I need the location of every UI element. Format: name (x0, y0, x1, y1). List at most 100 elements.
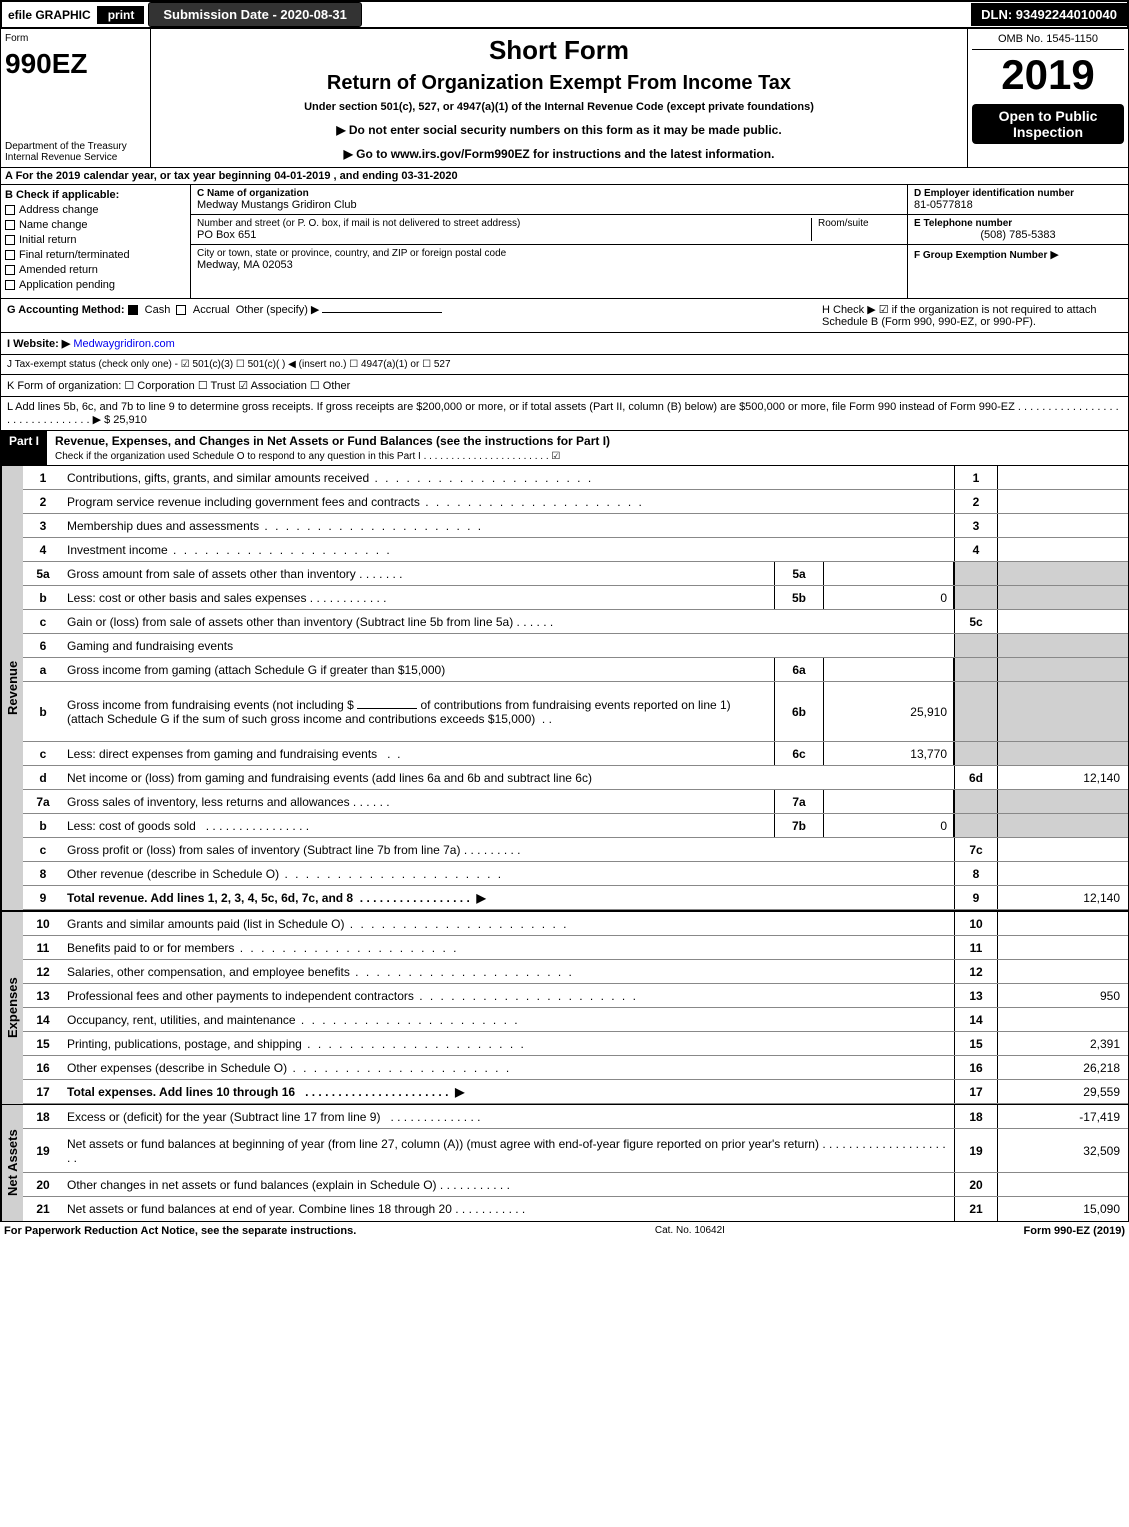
l18-desc: Excess or (deficit) for the year (Subtra… (63, 1107, 954, 1127)
line-7b: b Less: cost of goods sold . . . . . . .… (23, 814, 1128, 838)
l18-box: 18 (954, 1105, 998, 1128)
line-5b: b Less: cost or other basis and sales ex… (23, 586, 1128, 610)
l20-val (998, 1173, 1128, 1196)
check-address-label: Address change (19, 204, 99, 216)
website-link[interactable]: Medwaygridiron.com (73, 338, 174, 350)
l6a-num: a (23, 660, 63, 680)
org-name-cell: C Name of organization Medway Mustangs G… (191, 185, 907, 215)
l2-val (998, 490, 1128, 513)
line-5c: c Gain or (loss) from sale of assets oth… (23, 610, 1128, 634)
part1-check-line: Check if the organization used Schedule … (55, 451, 560, 462)
c-label: C Name of organization (197, 188, 901, 199)
box-g: G Accounting Method: Cash Accrual Other … (7, 303, 822, 328)
netassets-content: 18 Excess or (deficit) for the year (Sub… (23, 1105, 1128, 1221)
box-b: B Check if applicable: Address change Na… (1, 185, 191, 298)
l6b-desc: Gross income from fundraising events (no… (63, 695, 774, 729)
check-initial-return[interactable]: Initial return (5, 234, 186, 246)
box-l: L Add lines 5b, 6c, and 7b to line 9 to … (1, 397, 1128, 431)
l6b-shade-val (998, 682, 1128, 741)
l9-num: 9 (23, 888, 63, 908)
f-arrow: ▶ (1050, 249, 1058, 261)
l1-num: 1 (23, 468, 63, 488)
check-amended-return[interactable]: Amended return (5, 264, 186, 276)
l14-num: 14 (23, 1010, 63, 1030)
l6b-sub: 6b (774, 682, 824, 741)
line-12: 12 Salaries, other compensation, and emp… (23, 960, 1128, 984)
l5a-shade (954, 562, 998, 585)
l11-val (998, 936, 1128, 959)
l5b-subval: 0 (824, 586, 954, 609)
l7a-shade (954, 790, 998, 813)
l6d-val: 12,140 (998, 766, 1128, 789)
l15-box: 15 (954, 1032, 998, 1055)
submission-date-button[interactable]: Submission Date - 2020-08-31 (148, 2, 362, 27)
l3-box: 3 (954, 514, 998, 537)
line-19: 19 Net assets or fund balances at beginn… (23, 1129, 1128, 1173)
l7a-subval (824, 790, 954, 813)
l8-desc: Other revenue (describe in Schedule O) (63, 864, 954, 884)
box-i: I Website: ▶ Medwaygridiron.com (1, 333, 1128, 355)
check-application-pending[interactable]: Application pending (5, 279, 186, 291)
l14-desc: Occupancy, rent, utilities, and maintena… (63, 1010, 954, 1030)
revenue-content: 1 Contributions, gifts, grants, and simi… (23, 466, 1128, 910)
l12-desc: Salaries, other compensation, and employ… (63, 962, 954, 982)
l5b-sub: 5b (774, 586, 824, 609)
omb-number: OMB No. 1545-1150 (972, 33, 1124, 50)
line-8: 8 Other revenue (describe in Schedule O)… (23, 862, 1128, 886)
line-11: 11 Benefits paid to or for members 11 (23, 936, 1128, 960)
l5c-num: c (23, 612, 63, 632)
l21-box: 21 (954, 1197, 998, 1221)
l10-box: 10 (954, 912, 998, 935)
line-15: 15 Printing, publications, postage, and … (23, 1032, 1128, 1056)
efile-label: efile GRAPHIC (2, 6, 98, 24)
l6c-desc: Less: direct expenses from gaming and fu… (63, 744, 774, 764)
tax-year: 2019 (972, 50, 1124, 100)
l2-desc: Program service revenue including govern… (63, 492, 954, 512)
check-name-change[interactable]: Name change (5, 219, 186, 231)
l15-num: 15 (23, 1034, 63, 1054)
irs-label: Internal Revenue Service (5, 152, 146, 163)
l7c-val (998, 838, 1128, 861)
ein-cell: D Employer identification number 81-0577… (908, 185, 1128, 215)
l12-val (998, 960, 1128, 983)
form-header: Form 990EZ Department of the Treasury In… (0, 29, 1129, 168)
l7a-desc: Gross sales of inventory, less returns a… (63, 792, 774, 812)
check-initial-label: Initial return (19, 234, 76, 246)
l5a-sub: 5a (774, 562, 824, 585)
netassets-group: Net Assets 18 Excess or (deficit) for th… (1, 1104, 1128, 1221)
other-method-input[interactable] (322, 312, 442, 313)
l6a-shade-val (998, 658, 1128, 681)
header-right: OMB No. 1545-1150 2019 Open to Public In… (968, 29, 1128, 167)
expenses-group: Expenses 10 Grants and similar amounts p… (1, 910, 1128, 1104)
line-18: 18 Excess or (deficit) for the year (Sub… (23, 1105, 1128, 1129)
expenses-content: 10 Grants and similar amounts paid (list… (23, 912, 1128, 1104)
l5c-box: 5c (954, 610, 998, 633)
l10-num: 10 (23, 914, 63, 934)
dln-label: DLN: 93492244010040 (971, 3, 1127, 26)
line-4: 4 Investment income 4 (23, 538, 1128, 562)
check-cash[interactable] (128, 305, 138, 315)
line-6: 6 Gaming and fundraising events (23, 634, 1128, 658)
l13-val: 950 (998, 984, 1128, 1007)
box-h: H Check ▶ ☑ if the organization is not r… (822, 303, 1122, 328)
l6b-contrib-input[interactable] (357, 708, 417, 709)
l7a-shade-val (998, 790, 1128, 813)
check-address-change[interactable]: Address change (5, 204, 186, 216)
part1-title-text: Revenue, Expenses, and Changes in Net As… (55, 434, 610, 448)
l5a-num: 5a (23, 564, 63, 584)
revenue-side-label: Revenue (1, 466, 23, 910)
top-bar-left: efile GRAPHIC print Submission Date - 20… (2, 2, 362, 27)
l16-box: 16 (954, 1056, 998, 1079)
l11-box: 11 (954, 936, 998, 959)
line-14: 14 Occupancy, rent, utilities, and maint… (23, 1008, 1128, 1032)
l5b-shade-val (998, 586, 1128, 609)
check-final-return[interactable]: Final return/terminated (5, 249, 186, 261)
l13-desc: Professional fees and other payments to … (63, 986, 954, 1006)
check-accrual[interactable] (176, 305, 186, 315)
group-exemption-cell: F Group Exemption Number ▶ (908, 245, 1128, 264)
l9-desc: Total revenue. Add lines 1, 2, 3, 4, 5c,… (63, 888, 954, 908)
print-button[interactable]: print (98, 6, 145, 24)
l15-val: 2,391 (998, 1032, 1128, 1055)
street-cell: Number and street (or P. O. box, if mail… (191, 215, 907, 245)
l6-shade-val (998, 634, 1128, 657)
